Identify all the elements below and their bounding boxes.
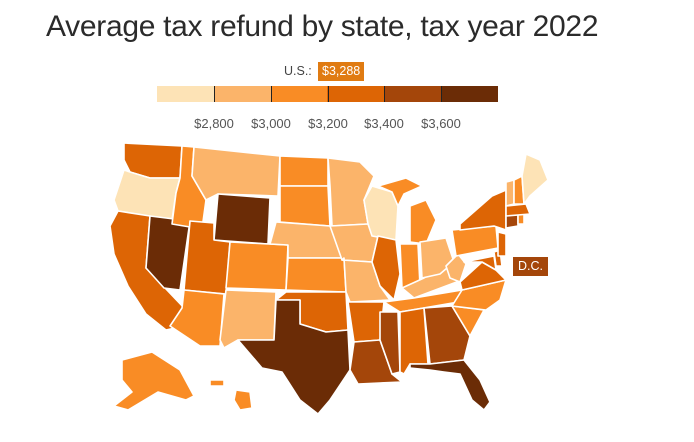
state-nd: [279, 155, 329, 187]
dc-label: D.C.: [513, 257, 548, 276]
state-sd: [279, 185, 331, 227]
legend-label-2800: $2,800: [194, 116, 234, 131]
state-ny: [459, 189, 507, 231]
us-average-value: $3,288: [318, 62, 365, 81]
state-ga: [423, 305, 471, 365]
legend-tick: [441, 86, 443, 102]
legend-bin-3: [327, 86, 385, 102]
legend-tick: [384, 86, 386, 102]
state-me: [521, 153, 549, 205]
legend-bin-1: [213, 86, 271, 102]
legend-tick: [270, 86, 272, 102]
state-vt: [505, 179, 515, 207]
state-nj: [497, 231, 507, 257]
legend-tick: [213, 86, 215, 102]
us-average: U.S.: $3,288: [0, 62, 694, 82]
state-wi: [363, 185, 399, 241]
legend-label-3000: $3,000: [251, 116, 291, 131]
legend-bin-5: [441, 86, 498, 102]
state-fl: [409, 359, 491, 411]
state-hi: [209, 379, 253, 411]
state-wy: [213, 193, 271, 245]
legend-label-3600: $3,600: [421, 116, 461, 131]
state-co: [225, 241, 289, 291]
state-tx: [237, 299, 351, 415]
state-az: [169, 289, 225, 347]
chart-title: Average tax refund by state, tax year 20…: [46, 10, 599, 43]
legend-bin-4: [384, 86, 442, 102]
state-mt: [191, 146, 281, 201]
us-average-label: U.S.:: [284, 64, 312, 78]
state-ks: [285, 257, 347, 293]
state-mi: [377, 177, 437, 245]
state-va: [459, 261, 507, 291]
color-legend: [157, 86, 498, 102]
state-pa: [451, 225, 499, 257]
state-md: [463, 255, 497, 271]
state-ak: [113, 351, 195, 411]
legend-bin-2: [270, 86, 328, 102]
legend-label-3200: $3,200: [308, 116, 348, 131]
legend-label-3400: $3,400: [364, 116, 404, 131]
state-ms: [379, 311, 401, 375]
legend-tick: [327, 86, 329, 102]
legend-bin-0: [157, 86, 214, 102]
state-ar: [347, 301, 385, 343]
